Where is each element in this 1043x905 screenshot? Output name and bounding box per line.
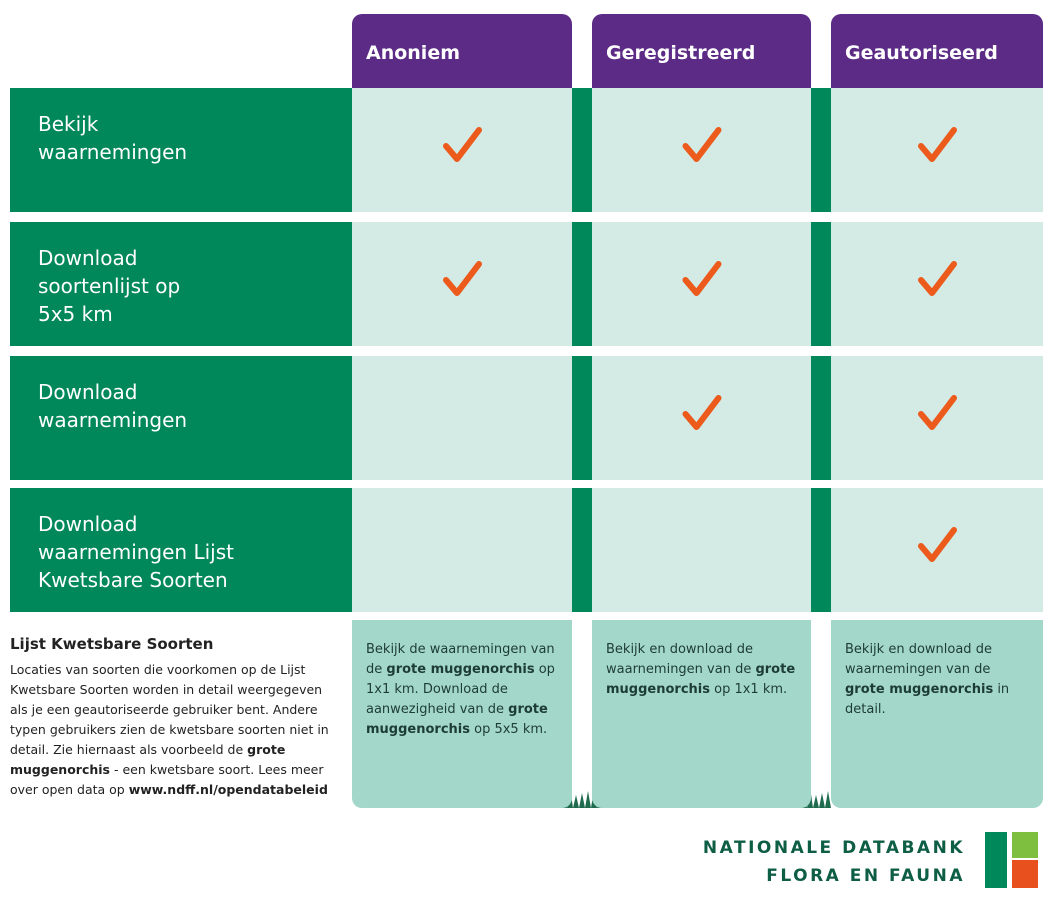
cell (352, 488, 572, 612)
column-gap (811, 222, 831, 346)
row-label-line: waarnemingen (38, 408, 188, 432)
bold-text: grote muggenorchis (386, 662, 535, 677)
row-label-line: soortenlijst op (38, 274, 181, 298)
checkmark (682, 127, 722, 162)
logo-mark (1012, 832, 1038, 858)
bold-text: grote muggenorchis (606, 662, 796, 697)
row-label: Bekijk waarnemingen (10, 88, 352, 212)
column-gap (572, 488, 592, 612)
row-label: Download waarnemingen (10, 356, 352, 480)
column-gap (811, 488, 831, 612)
cell (352, 356, 572, 480)
column-gap (572, 88, 592, 212)
row-label-line: waarnemingen Lijst (38, 540, 234, 564)
bold-text: grote muggenorchis (366, 702, 548, 737)
row-label-line: Download (38, 380, 138, 404)
row-label-line: Download (38, 512, 138, 536)
checkmark (682, 261, 722, 296)
logo-mark (1012, 860, 1038, 888)
bold-text: www.ndff.nl/opendatabeleid (128, 782, 328, 797)
checkmark (443, 261, 482, 296)
notes-title: Lijst Kwetsbare Soorten (10, 635, 214, 653)
cell (592, 488, 811, 612)
text: in detail. (845, 682, 1010, 717)
row-label-line: waarnemingen (38, 140, 188, 164)
row-label-line: Bekijk (38, 112, 99, 136)
column-gap (811, 356, 831, 480)
text: Bekijk en download de waarnemingen van d… (845, 642, 992, 677)
checkmark (682, 395, 722, 430)
column-gap (572, 222, 592, 346)
row-label-line: Download (38, 246, 138, 270)
text: Bekijk en download de waarnemingen van d… (606, 642, 756, 677)
bold-text: grote muggenorchis (845, 682, 994, 697)
checkmark (443, 127, 482, 162)
column-note: Bekijk en download de waarnemingen van d… (831, 620, 1043, 808)
text: Bekijk de waarnemingen van de (366, 642, 555, 677)
column-header: Geautoriseerd (831, 14, 1043, 88)
text: op 5x5 km. (469, 722, 548, 737)
column-header: Geregistreerd (592, 14, 811, 88)
row-label-line: 5x5 km (38, 302, 113, 326)
bold-text: grote muggenorchis (10, 742, 286, 777)
logo-mark (985, 832, 1007, 888)
column-gap (811, 88, 831, 212)
checkmark (918, 261, 957, 296)
text: op 1x1 km. (709, 682, 788, 697)
text: Locaties van soorten die voorkomen op de… (10, 662, 329, 757)
row-label: Download soortenlijst op 5x5 km (10, 222, 352, 346)
checkmark (918, 395, 957, 430)
row-label: Download waarnemingen Lijst Kwetsbare Soor… (10, 488, 352, 612)
logo-line: FLORA EN FAUNA (766, 866, 965, 886)
column-note: Bekijk de waarnemingen van de grote mugg… (352, 620, 572, 808)
checkmark (918, 127, 957, 162)
text: op 1x1 km. Download de aanwezigheid van … (366, 662, 555, 717)
column-note: Bekijk en download de waarnemingen van d… (592, 620, 811, 808)
logo-line: NATIONALE DATABANK (702, 838, 965, 858)
notes-text: Locaties van soorten die voorkomen op de… (10, 660, 336, 800)
text: - een kwetsbare soort. Lees meer over op… (10, 762, 324, 797)
column-gap (572, 356, 592, 480)
row-label-line: Kwetsbare Soorten (38, 568, 228, 592)
column-header: Anoniem (352, 14, 572, 88)
checkmark (918, 527, 957, 562)
